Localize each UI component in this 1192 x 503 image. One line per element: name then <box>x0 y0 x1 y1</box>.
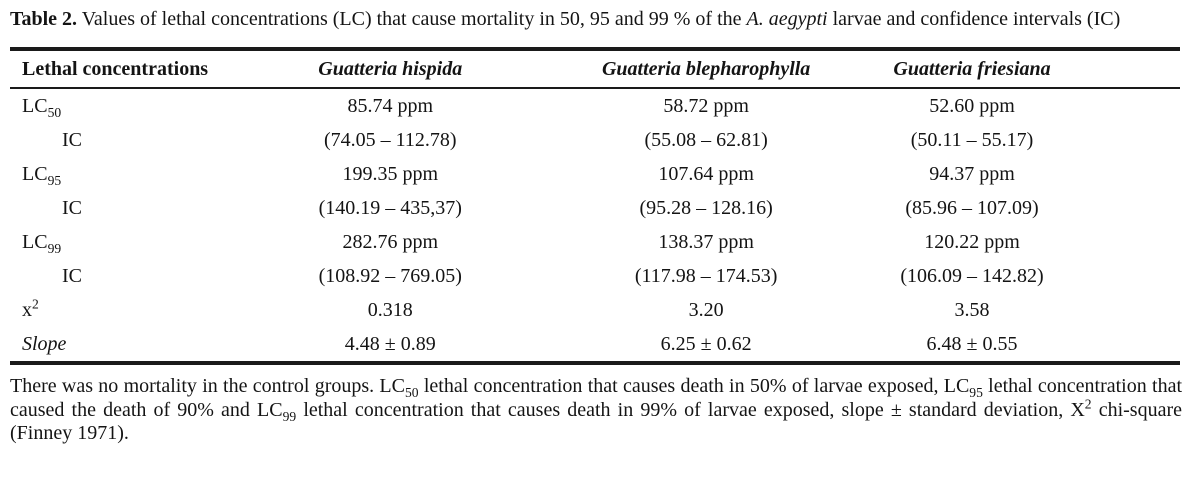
cell-lc99-species-1: 138.37 ppm <box>658 230 754 253</box>
header-row: Lethal concentrations Guatteria hispida … <box>10 49 1180 88</box>
header-guatteria-blepharophylla: Guatteria blepharophylla <box>601 57 811 80</box>
table-row-slope: Slope 4.48 ± 0.89 6.25 ± 0.62 6.48 ± 0.55 <box>10 327 1180 363</box>
cell-ic-lc50-species-0: (74.05 – 112.78) <box>323 128 457 151</box>
cell-slope-species-1: 6.25 ± 0.62 <box>660 332 752 355</box>
table-body: LC50 85.74 ppm 58.72 ppm 52.60 ppm IC (74.05 … <box>10 88 1180 363</box>
cell-ic-lc95-species-0: (140.19 – 435,37) <box>318 196 462 219</box>
cell-lc50-species-0: 85.74 ppm <box>347 94 434 117</box>
cell-ic-lc99-species-2: (106.09 – 142.82) <box>900 264 1044 287</box>
cell-lc95-species-0: 199.35 ppm <box>342 162 439 185</box>
cell-slope-species-0: 4.48 ± 0.89 <box>344 332 436 355</box>
cell-lc50-species-2: 52.60 ppm <box>929 94 1015 117</box>
cell-lc50-species-1: 58.72 ppm <box>663 94 749 117</box>
cell-lc95-species-2: 94.37 ppm <box>929 162 1015 185</box>
row-label-lc99: LC99 <box>22 230 62 256</box>
paper-table-figure: Table 2. Values of lethal concentrations… <box>10 8 1182 444</box>
cell-ic-lc99-species-1: (117.98 – 174.53) <box>634 264 778 287</box>
cell-lc99-species-0: 282.76 ppm <box>342 230 439 253</box>
row-label-ic-lc50: IC <box>62 128 82 151</box>
table-row-lc95: LC95 199.35 ppm 107.64 ppm 94.37 ppm <box>10 157 1180 191</box>
header-lethal-concentrations: Lethal concentrations <box>22 57 209 80</box>
cell-slope-species-2: 6.48 ± 0.55 <box>926 332 1018 355</box>
table-row-chi-square: x2 0.318 3.20 3.58 <box>10 293 1180 327</box>
cell-ic-lc50-species-1: (55.08 – 62.81) <box>644 128 768 151</box>
lethal-concentrations-table: Lethal concentrations Guatteria hispida … <box>10 47 1180 365</box>
table-row-ic-lc50: IC (74.05 – 112.78) (55.08 – 62.81) (50.11 … <box>10 123 1180 157</box>
cell-ic-lc50-species-2: (50.11 – 55.17) <box>910 128 1034 151</box>
table-row-ic-lc99: IC (108.92 – 769.05) (117.98 – 174.53) (106… <box>10 259 1180 293</box>
header-guatteria-hispida: Guatteria hispida <box>318 57 463 80</box>
row-label-slope: Slope <box>22 332 67 355</box>
table-row-lc50: LC50 85.74 ppm 58.72 ppm 52.60 ppm <box>10 88 1180 123</box>
cell-lc99-species-2: 120.22 ppm <box>924 230 1020 253</box>
row-label-lc50: LC50 <box>22 94 62 120</box>
row-label-ic-lc95: IC <box>62 196 82 219</box>
cell-chi-square-species-1: 3.20 <box>688 298 724 321</box>
cell-ic-lc99-species-0: (108.92 – 769.05) <box>318 264 462 287</box>
table-footnote: There was no mortality in the control gr… <box>10 375 1182 444</box>
table-row-lc99: LC99 282.76 ppm 138.37 ppm 120.22 ppm <box>10 225 1180 259</box>
cell-lc95-species-1: 107.64 ppm <box>658 162 754 185</box>
header-guatteria-friesiana: Guatteria friesiana <box>893 57 1051 80</box>
cell-chi-square-species-2: 3.58 <box>954 298 990 321</box>
cell-ic-lc95-species-1: (95.28 – 128.16) <box>639 196 773 219</box>
cell-chi-square-species-0: 0.318 <box>367 298 413 321</box>
row-label-chi-square: x2 <box>22 295 39 321</box>
table-caption: Table 2. Values of lethal concentrations… <box>10 8 1121 30</box>
row-label-ic-lc99: IC <box>62 264 82 287</box>
cell-ic-lc95-species-2: (85.96 – 107.09) <box>905 196 1039 219</box>
row-label-lc95: LC95 <box>22 162 62 188</box>
table-row-ic-lc95: IC (140.19 – 435,37) (95.28 – 128.16) (85.9… <box>10 191 1180 225</box>
